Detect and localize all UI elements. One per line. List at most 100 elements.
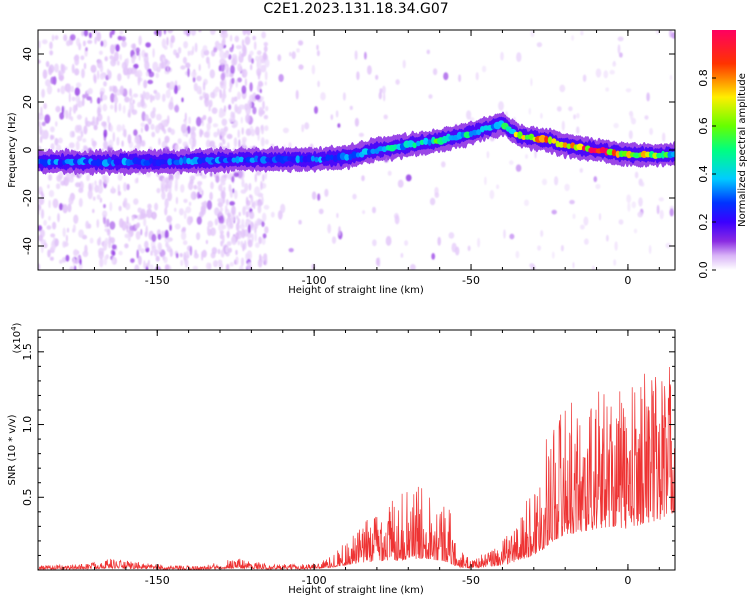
noise-speck	[241, 39, 245, 47]
noise-speck	[144, 240, 149, 249]
noise-speck	[127, 67, 133, 75]
noise-speck	[108, 139, 114, 148]
noise-speck	[352, 193, 357, 200]
noise-speck	[298, 64, 304, 70]
noise-speck	[648, 245, 652, 254]
noise-speck	[469, 117, 475, 122]
noise-speck	[260, 124, 265, 135]
noise-speck	[534, 149, 537, 159]
noise-speck	[175, 196, 178, 205]
colorbar-gradient	[712, 30, 736, 270]
noise-speck	[205, 239, 208, 245]
noise-speck	[107, 115, 110, 124]
x-tick-label: -150	[145, 574, 170, 587]
noise-speck	[157, 242, 162, 251]
noise-speck	[397, 179, 404, 188]
noise-speck	[119, 85, 125, 96]
noise-speck	[121, 40, 127, 48]
noise-speck	[252, 106, 257, 115]
noise-speck	[46, 225, 52, 230]
noise-speck	[198, 63, 201, 72]
noise-speck	[222, 83, 227, 91]
noise-speck	[249, 211, 255, 220]
noise-speck	[192, 76, 196, 83]
noise-speck	[244, 78, 247, 87]
noise-speck	[142, 90, 146, 100]
ridge-core	[656, 152, 663, 159]
noise-speck	[121, 140, 124, 147]
noise-speck	[228, 54, 232, 60]
noise-speck	[99, 64, 104, 73]
noise-speck	[143, 218, 147, 227]
noise-speck	[217, 248, 221, 255]
noise-speck	[259, 82, 264, 87]
noise-speck	[237, 240, 240, 246]
noise-speck	[222, 234, 225, 244]
noise-speck	[76, 256, 80, 263]
noise-speck	[218, 215, 225, 225]
snr-series	[38, 366, 675, 570]
noise-speck	[182, 240, 188, 246]
noise-speck	[198, 89, 202, 95]
noise-speck	[182, 56, 187, 64]
noise-speck	[65, 109, 69, 119]
noise-speck	[311, 191, 317, 200]
ridge-core	[159, 159, 166, 165]
noise-speck	[516, 52, 522, 63]
noise-speck	[250, 221, 254, 229]
colorbar-tick-label: 0.4	[697, 165, 710, 183]
noise-speck	[38, 196, 45, 206]
noise-speck	[155, 92, 161, 101]
noise-speck	[434, 192, 440, 199]
noise-speck	[220, 249, 225, 258]
ridge-core	[42, 159, 49, 167]
noise-speck	[573, 114, 576, 120]
noise-speck	[225, 246, 229, 253]
noise-speck	[179, 253, 183, 258]
noise-speck	[256, 67, 262, 77]
noise-speck	[144, 52, 149, 57]
noise-speck	[88, 183, 92, 192]
noise-speck	[219, 178, 226, 183]
noise-speck	[405, 174, 412, 182]
noise-speck	[164, 198, 169, 209]
noise-speck	[263, 256, 268, 266]
noise-speck	[124, 243, 129, 249]
noise-speck	[187, 67, 190, 78]
noise-speck	[78, 262, 83, 270]
noise-speck	[580, 30, 584, 36]
noise-speck	[76, 135, 83, 142]
snr-frame	[37, 329, 676, 571]
noise-speck	[48, 174, 53, 181]
noise-speck	[556, 106, 562, 112]
noise-speck	[118, 250, 123, 256]
noise-speck	[251, 58, 254, 64]
noise-speck	[561, 120, 565, 131]
noise-speck	[174, 223, 181, 230]
noise-speck	[551, 209, 557, 215]
noise-speck	[247, 224, 251, 234]
noise-speck	[603, 70, 609, 79]
noise-speck	[209, 30, 216, 35]
noise-speck	[102, 174, 107, 180]
noise-speck	[617, 36, 624, 42]
noise-speck	[76, 114, 82, 120]
ridge-core	[551, 138, 557, 144]
noise-speck	[537, 245, 542, 251]
noise-speck	[54, 35, 59, 40]
noise-speck	[184, 120, 187, 126]
noise-speck	[38, 125, 42, 132]
noise-speck	[194, 42, 198, 53]
ridge-core	[231, 157, 237, 163]
noise-speck	[254, 223, 258, 230]
noise-speck	[207, 60, 211, 69]
noise-speck	[249, 82, 253, 92]
noise-speck	[152, 211, 157, 220]
noise-speck	[164, 264, 170, 270]
noise-speck	[554, 176, 559, 186]
noise-speck	[395, 79, 400, 85]
noise-speck	[180, 231, 187, 241]
noise-speck	[94, 180, 97, 186]
noise-speck	[82, 97, 85, 107]
noise-speck	[81, 68, 85, 79]
